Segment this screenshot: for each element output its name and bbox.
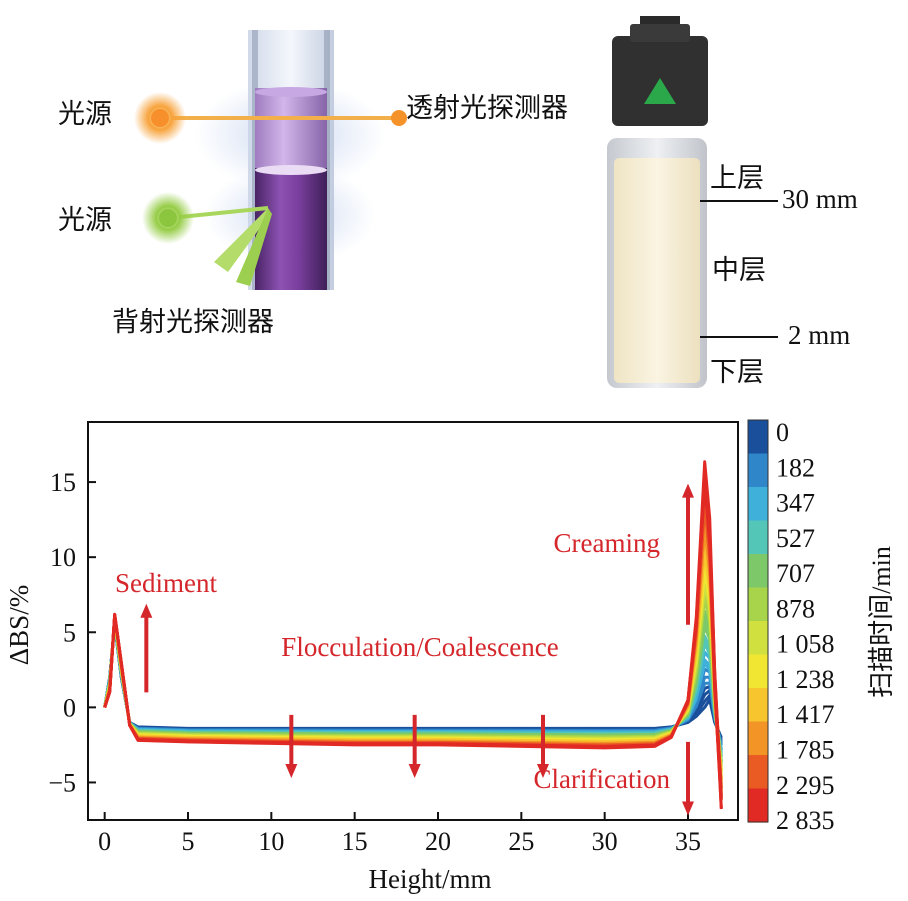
x-tick-label-2: 10 xyxy=(258,827,284,856)
flocculation-arrow-2-head xyxy=(537,763,549,778)
colorbar-label-0: 0 xyxy=(776,418,789,447)
flocculation-arrow-1-head xyxy=(408,763,421,778)
colorbar-label-8: 1 417 xyxy=(776,700,835,729)
colorbar-frame xyxy=(747,419,769,823)
backscatter-detector xyxy=(214,208,270,272)
x-tick-label-7: 35 xyxy=(675,827,701,856)
transmission-detector-dot xyxy=(391,110,407,126)
x-tick-label-5: 25 xyxy=(508,827,534,856)
flocculation-arrow-0-head xyxy=(285,763,298,778)
colorbar-label-3: 527 xyxy=(776,524,815,553)
y-axis-ticks: −5 0 5 10 15 xyxy=(48,468,96,797)
light-source-label-top: 光源 xyxy=(58,99,112,130)
colorbar-label-11: 2 835 xyxy=(776,806,835,835)
x-axis-ticks: 0 5 10 15 20 25 30 35 xyxy=(98,812,701,856)
y-tick-label-4: 15 xyxy=(50,468,76,497)
profile-curve-39 xyxy=(103,460,723,810)
x-tick-label-6: 30 xyxy=(592,827,618,856)
x-tick-label-3: 15 xyxy=(342,827,368,856)
colorbar-segment-7 xyxy=(748,654,768,689)
layer-lower-label: 下层 xyxy=(710,357,764,388)
creaming-arrow-head xyxy=(682,483,694,498)
x-tick-label-4: 20 xyxy=(425,827,451,856)
x-tick-label-1: 5 xyxy=(182,827,195,856)
y-axis-label: ΔBS/% xyxy=(4,585,34,665)
colorbar-segment-5 xyxy=(748,587,768,622)
profile-curves xyxy=(103,460,723,810)
colorbar-segment-1 xyxy=(748,453,768,488)
sediment-label: Sediment xyxy=(115,568,217,598)
x-tick-label-0: 0 xyxy=(98,827,111,856)
layer-middle-label: 中层 xyxy=(712,255,766,286)
colorbar-segment-6 xyxy=(748,621,768,656)
colorbar-label-2: 347 xyxy=(776,489,815,518)
flocculation-label: Flocculation/Coalescence xyxy=(281,632,558,662)
colorbar-segment-0 xyxy=(748,420,768,455)
backscatter-detector-label: 背射光探测器 xyxy=(112,307,274,338)
colorbar-label-10: 2 295 xyxy=(776,771,835,800)
colorbar-segment-2 xyxy=(748,487,768,522)
colorbar-segment-11 xyxy=(748,788,768,823)
colorbar-title: 扫描时间/min xyxy=(867,546,896,698)
x-axis-label: Height/mm xyxy=(369,864,492,894)
colorbar-label-7: 1 238 xyxy=(776,665,835,694)
colorbar-label-5: 878 xyxy=(776,594,815,623)
plot-frame xyxy=(87,421,739,821)
colorbar-segment-9 xyxy=(748,721,768,756)
clarification-label: Clarification xyxy=(534,764,671,794)
y-tick-label-3: 10 xyxy=(50,543,76,572)
mark-2-line xyxy=(700,336,778,338)
mark-30-line xyxy=(700,200,778,202)
y-tick-label-1: 0 xyxy=(63,693,76,722)
colorbar: 0 182 347 527 707 878 1 058 1 238 1 417 1 785 2 29… xyxy=(747,418,896,835)
colorbar-segment-3 xyxy=(748,520,768,555)
colorbar-label-6: 1 058 xyxy=(776,630,835,659)
colorbar-label-1: 182 xyxy=(776,453,815,482)
colorbar-label-4: 707 xyxy=(776,559,815,588)
scattering-schematic xyxy=(134,16,708,388)
y-tick-label-2: 5 xyxy=(63,618,76,647)
colorbar-segment-8 xyxy=(748,688,768,723)
light-source-label-bottom: 光源 xyxy=(58,205,112,236)
colorbar-segment-4 xyxy=(748,554,768,589)
clarification-arrow-head xyxy=(682,801,694,816)
mark-30-label: 30 mm xyxy=(782,184,858,214)
annotations: Sediment Flocculation/Coalescence Creaming… xyxy=(115,483,694,816)
transmission-detector-label: 透射光探测器 xyxy=(406,93,568,124)
creaming-label: Creaming xyxy=(554,528,660,558)
y-tick-label-0: −5 xyxy=(48,768,76,797)
layer-upper-label: 上层 xyxy=(710,163,764,194)
colorbar-segment-10 xyxy=(748,755,768,790)
mark-2-label: 2 mm xyxy=(788,320,851,350)
colorbar-label-9: 1 785 xyxy=(776,736,835,765)
cap-triangle xyxy=(644,78,676,104)
sediment-arrow-head xyxy=(140,603,153,618)
